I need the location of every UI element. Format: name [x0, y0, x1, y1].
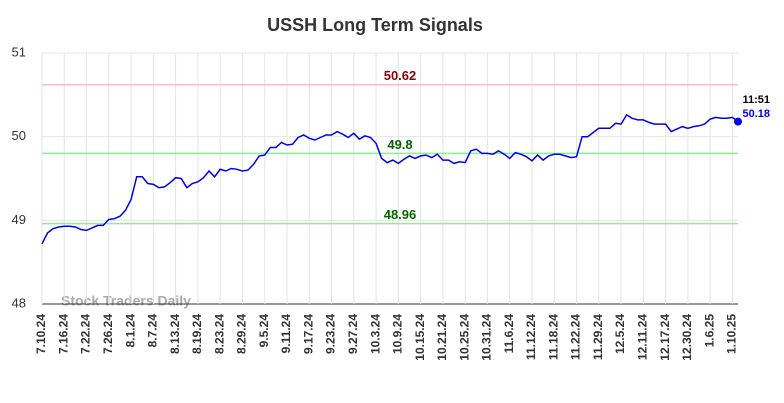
last-point	[734, 117, 742, 126]
x-tick-label: 10.25.24	[457, 314, 471, 361]
x-tick-label: 10.9.24	[391, 314, 405, 354]
x-tick-label: 10.21.24	[435, 314, 449, 361]
x-tick-label: 9.17.24	[301, 314, 315, 354]
price-line	[41, 113, 739, 245]
x-tick-label: 8.1.24	[123, 314, 137, 348]
y-tick-label: 51	[12, 44, 26, 59]
x-tick-label: 1.10.25	[725, 314, 739, 354]
x-tick-label: 10.31.24	[480, 314, 494, 361]
x-tick-label: 12.17.24	[658, 314, 672, 361]
signal-label: 50.62	[384, 68, 417, 83]
x-tick-label: 8.13.24	[168, 314, 182, 354]
x-tick-label: 10.3.24	[368, 314, 382, 354]
x-tick-label: 9.27.24	[346, 314, 360, 354]
x-tick-label: 12.5.24	[613, 314, 627, 354]
last-value: 50.18	[742, 108, 770, 120]
x-tick-label: 12.30.24	[680, 314, 694, 361]
x-tick-label: 1.6.25	[702, 314, 716, 348]
y-tick-label: 48	[12, 295, 26, 310]
signal-label: 48.96	[384, 207, 417, 222]
x-tick-label: 11.6.24	[502, 314, 516, 354]
x-tick-label: 11.29.24	[591, 314, 605, 360]
chart-title: USSH Long Term Signals	[267, 15, 483, 35]
x-tick-label: 11.18.24	[546, 314, 560, 360]
x-tick-label: 8.23.24	[212, 314, 226, 354]
x-tick-label: 9.5.24	[257, 314, 271, 348]
x-tick-label: 9.11.24	[279, 314, 293, 354]
x-tick-label: 12.11.24	[636, 314, 650, 360]
watermark: Stock Traders Daily	[61, 293, 191, 309]
x-tick-label: 8.7.24	[146, 314, 160, 348]
x-tick-label: 10.15.24	[413, 314, 427, 361]
y-tick-label: 50	[12, 128, 26, 143]
x-tick-label: 7.26.24	[101, 314, 115, 354]
signal-label: 49.8	[387, 137, 412, 152]
x-tick-label: 11.22.24	[569, 314, 583, 360]
x-tick-label: 7.16.24	[56, 314, 70, 354]
x-tick-label: 9.23.24	[324, 314, 338, 354]
x-tick-label: 7.10.24	[34, 314, 48, 354]
y-tick-label: 49	[12, 212, 26, 227]
x-tick-label: 8.19.24	[190, 314, 204, 354]
x-tick-label: 11.12.24	[524, 314, 538, 360]
x-tick-label: 7.22.24	[79, 314, 93, 354]
last-time: 11:51	[742, 94, 770, 106]
x-tick-label: 8.29.24	[235, 314, 249, 354]
